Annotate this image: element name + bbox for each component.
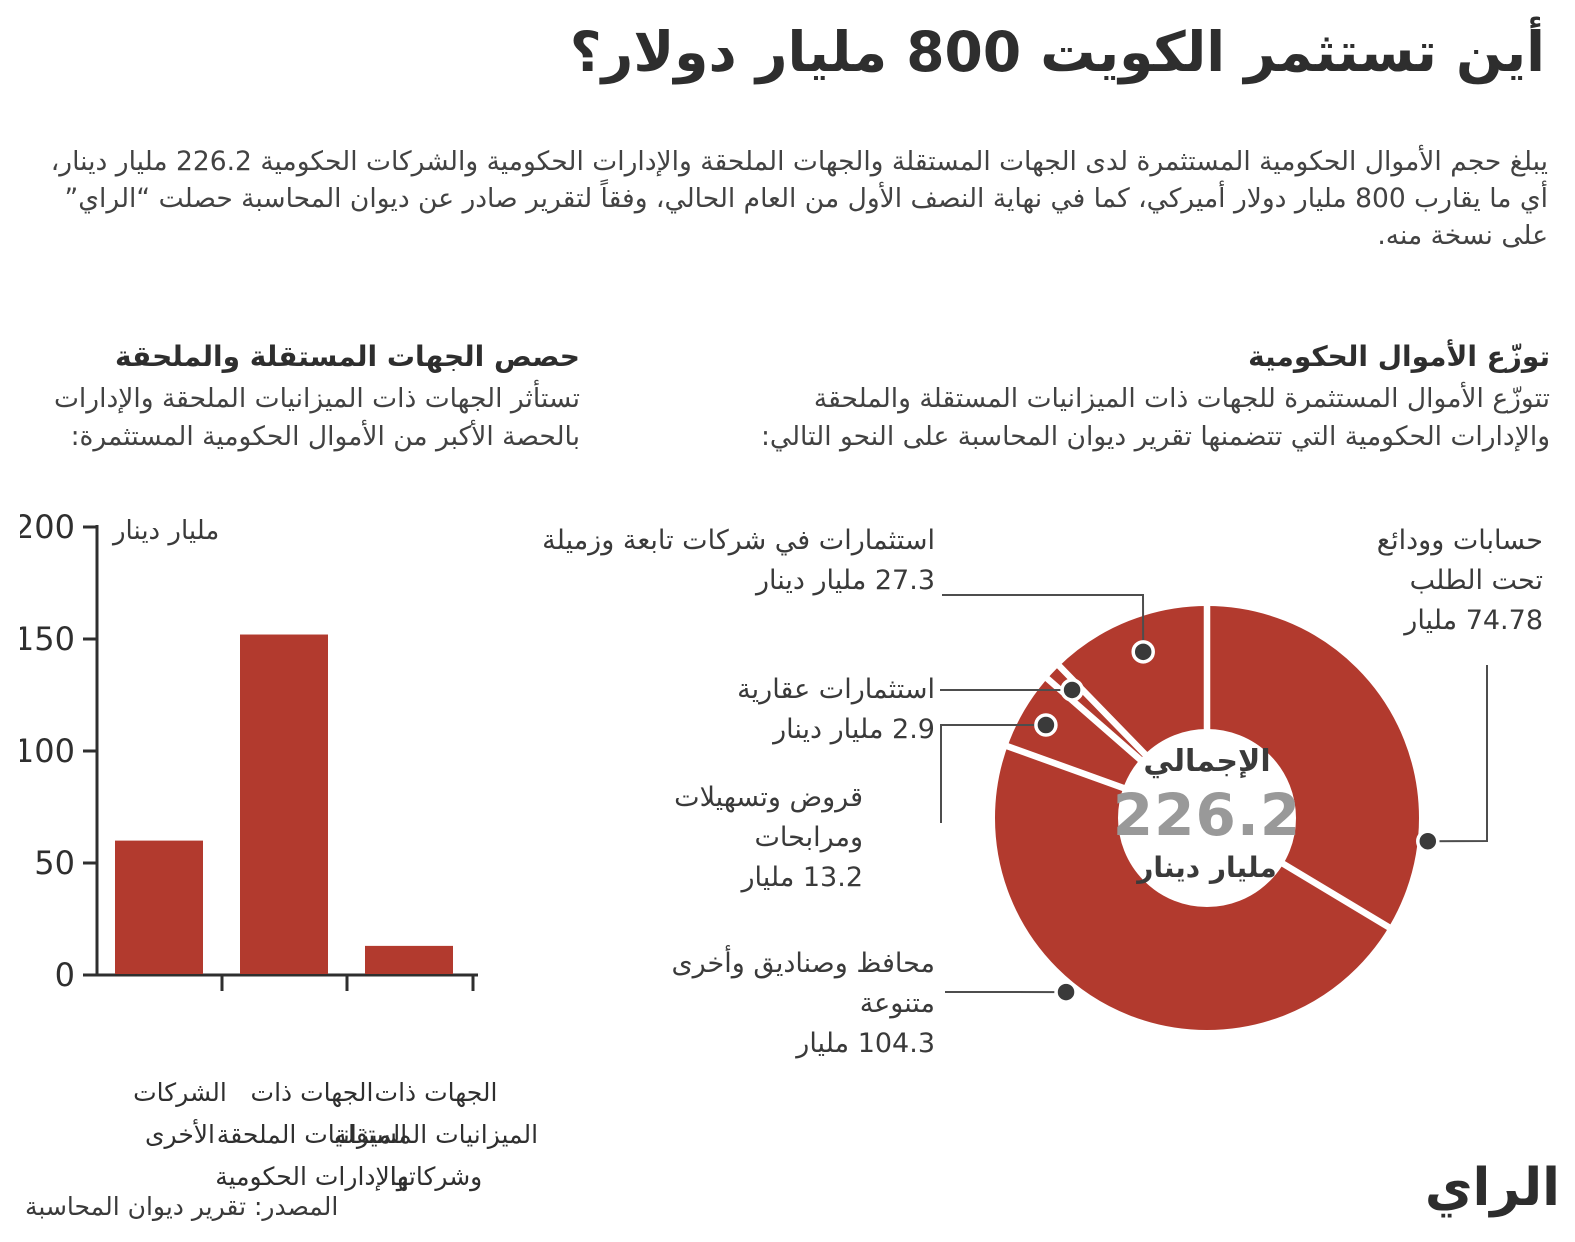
donut-slice-label: قروض وتسهيلات ومرابحات 13.2 مليار <box>674 778 863 898</box>
bar-category-label-line: الأخرى <box>144 1120 216 1149</box>
bar-category-label-line: الشركات <box>133 1078 227 1107</box>
leader-dot <box>1416 829 1440 853</box>
donut-slice-label-line: حسابات وودائع <box>1376 525 1543 556</box>
y-tick-label: 0 <box>55 956 75 994</box>
donut-slice-label-line: تحت الطلب <box>1409 565 1543 596</box>
donut-slice-label-line: 104.3 مليار <box>796 1028 935 1059</box>
donut-subtitle-line: تتوزّع الأموال المستثمرة للجهات ذات المي… <box>813 383 1550 414</box>
donut-slice-label-line: ومرابحات <box>754 822 864 853</box>
donut-subtitle-line: والإدارات الحكومية التي تتضمنها تقرير دي… <box>760 421 1550 452</box>
leader-line <box>1427 665 1488 843</box>
donut-total-value: 226.2 <box>1112 781 1302 849</box>
leader-line <box>940 724 1046 823</box>
bar-category-label-line: وشركاتها <box>389 1162 483 1191</box>
donut-center-total: الإجمالي 226.2 مليار دينار <box>1067 742 1347 888</box>
donut-slice-label-line: 27.3 مليار دينار <box>755 565 935 596</box>
y-tick-label: 100 <box>20 732 75 770</box>
source-note: المصدر: تقرير ديوان المحاسبة <box>25 1192 339 1221</box>
bar-category-label: الشركات الأخرى <box>70 1072 290 1156</box>
donut-total-label: الإجمالي <box>1143 744 1271 779</box>
intro-paragraph: يبلغ حجم الأموال الحكومية المستثمرة لدى … <box>50 146 1548 251</box>
donut-section-heading: توزّع الأموال الحكومية <box>1248 340 1550 373</box>
donut-slice-label-line: قروض وتسهيلات <box>674 782 863 813</box>
bar-subtitle-line: بالحصة الأكبر من الأموال الحكومية المستث… <box>70 421 580 452</box>
alrai-logo: الراي <box>1424 1158 1562 1218</box>
donut-slice-boundary <box>1275 857 1398 935</box>
donut-slice-label: محافظ وصناديق وأخرى متنوعة 104.3 مليار <box>672 944 935 1064</box>
y-tick-label: 50 <box>34 844 75 882</box>
y-tick-label: 150 <box>20 620 75 658</box>
bar-section-subtitle: تستأثر الجهات ذات الميزانيات الملحقة وال… <box>54 380 580 456</box>
bar-chart-svg: 0 50 100 150 200 مليار دينار <box>20 508 478 994</box>
bar-section-heading: حصص الجهات المستقلة والملحقة <box>114 340 580 373</box>
donut-slice-label-line: 13.2 مليار <box>741 862 863 893</box>
leader-dot <box>1034 713 1058 737</box>
bar-category-label-line: الجهات ذات <box>250 1078 374 1107</box>
donut-slice-label-line: متنوعة <box>859 988 935 1019</box>
donut-slice-label-line: 2.9 مليار دينار <box>773 714 935 745</box>
bar-category-label-line: الميزانيات المستقلة <box>333 1120 539 1149</box>
leader-dot <box>1060 678 1084 702</box>
donut-chart-svg <box>940 594 1488 1030</box>
bar-rect <box>365 945 453 974</box>
donut-section-subtitle: تتوزّع الأموال المستثمرة للجهات ذات المي… <box>761 380 1550 456</box>
bar-category-label-line: والإدارات الحكومية <box>215 1162 409 1191</box>
leader-dot <box>1054 980 1078 1004</box>
y-axis-unit-label: مليار دينار <box>111 516 219 546</box>
bar-category-label: الجهات ذات الميزانيات الملحقة والإدارات ال… <box>202 1072 422 1198</box>
leader-line <box>942 594 1145 652</box>
bar-rect <box>115 840 203 974</box>
bar-category-label: الجهات ذات الميزانيات المستقلة وشركاتها <box>326 1072 546 1198</box>
bar-rect <box>240 634 328 974</box>
donut-total-unit: مليار دينار <box>1137 851 1277 884</box>
y-tick-label: 200 <box>20 508 75 546</box>
page-title: أين تستثمر الكويت 800 مليار دولار؟ <box>569 20 1546 84</box>
leader-dot <box>1131 640 1155 664</box>
bar-category-label-line: الجهات ذات <box>374 1078 498 1107</box>
donut-slice-boundary <box>1039 670 1148 767</box>
donut-slice-boundary <box>998 740 1131 794</box>
donut-slice-label-line: 74.78 مليار <box>1404 605 1543 636</box>
bar-category-label-line: الميزانيات الملحقة <box>216 1120 408 1149</box>
donut-slice-label-line: استثمارات عقارية <box>737 674 935 705</box>
bar-subtitle-line: تستأثر الجهات ذات الميزانيات الملحقة وال… <box>53 383 580 414</box>
donut-slice-label-line: استثمارات في شركات تابعة وزميلة <box>542 525 935 556</box>
donut-slice-label: استثمارات عقارية 2.9 مليار دينار <box>737 670 935 750</box>
donut-slice-label-line: محافظ وصناديق وأخرى <box>671 948 935 979</box>
donut-slice-label: حسابات وودائع تحت الطلب 74.78 مليار <box>1377 521 1543 641</box>
donut-slice-label: استثمارات في شركات تابعة وزميلة 27.3 مليا… <box>542 521 935 601</box>
donut-slice-boundary <box>1051 657 1153 762</box>
